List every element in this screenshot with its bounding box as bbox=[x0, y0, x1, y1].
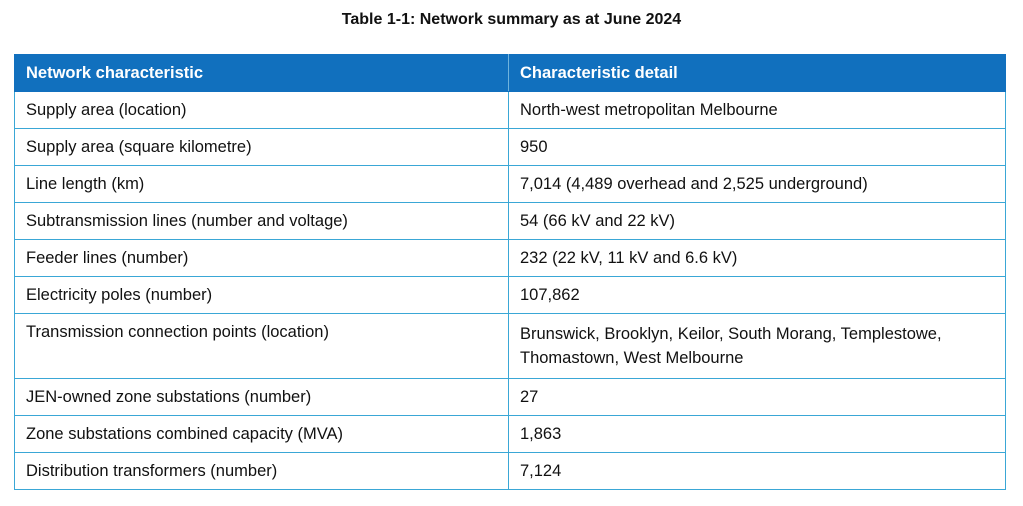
column-header-characteristic: Network characteristic bbox=[14, 54, 509, 92]
row-label: Subtransmission lines (number and voltag… bbox=[14, 202, 509, 240]
row-value: 1,863 bbox=[508, 415, 1006, 453]
row-value: 107,862 bbox=[508, 276, 1006, 314]
table-caption: Table 1-1: Network summary as at June 20… bbox=[341, 11, 682, 28]
table-header-row: Network characteristic Characteristic de… bbox=[14, 54, 1006, 92]
row-value: Brunswick, Brooklyn, Keilor, South Moran… bbox=[508, 313, 1006, 379]
row-value: 54 (66 kV and 22 kV) bbox=[508, 202, 1006, 240]
row-value: 7,124 bbox=[508, 452, 1006, 490]
row-value: 27 bbox=[508, 378, 1006, 416]
row-label: Feeder lines (number) bbox=[14, 239, 509, 277]
column-header-detail: Characteristic detail bbox=[508, 54, 1006, 92]
row-value: 7,014 (4,489 overhead and 2,525 undergro… bbox=[508, 165, 1006, 203]
row-label: Supply area (square kilometre) bbox=[14, 128, 509, 166]
table-row: Electricity poles (number) 107,862 bbox=[14, 276, 1006, 314]
network-summary-table: Network characteristic Characteristic de… bbox=[14, 54, 1006, 490]
table-row: Distribution transformers (number) 7,124 bbox=[14, 452, 1006, 490]
row-label: Distribution transformers (number) bbox=[14, 452, 509, 490]
table-row: Supply area (location) North-west metrop… bbox=[14, 91, 1006, 129]
table-row: Subtransmission lines (number and voltag… bbox=[14, 202, 1006, 240]
table-row: Supply area (square kilometre) 950 bbox=[14, 128, 1006, 166]
row-label: JEN-owned zone substations (number) bbox=[14, 378, 509, 416]
row-value: North-west metropolitan Melbourne bbox=[508, 91, 1006, 129]
row-value: 232 (22 kV, 11 kV and 6.6 kV) bbox=[508, 239, 1006, 277]
row-label: Transmission connection points (location… bbox=[14, 313, 509, 379]
table-row: Transmission connection points (location… bbox=[14, 313, 1006, 379]
table-row: Line length (km) 7,014 (4,489 overhead a… bbox=[14, 165, 1006, 203]
row-label: Zone substations combined capacity (MVA) bbox=[14, 415, 509, 453]
row-value: 950 bbox=[508, 128, 1006, 166]
row-label: Supply area (location) bbox=[14, 91, 509, 129]
table-row: Zone substations combined capacity (MVA)… bbox=[14, 415, 1006, 453]
row-label: Line length (km) bbox=[14, 165, 509, 203]
table-row: Feeder lines (number) 232 (22 kV, 11 kV … bbox=[14, 239, 1006, 277]
row-label: Electricity poles (number) bbox=[14, 276, 509, 314]
table-row: JEN-owned zone substations (number) 27 bbox=[14, 378, 1006, 416]
